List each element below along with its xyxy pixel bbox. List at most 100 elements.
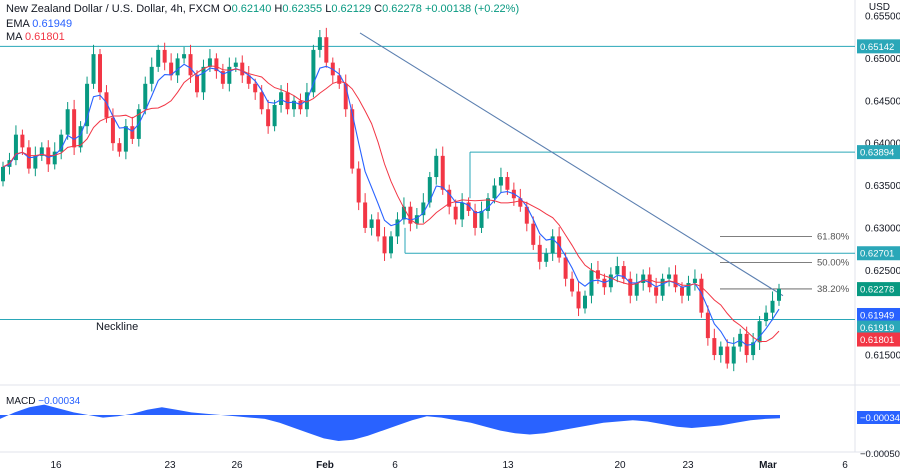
price-axis[interactable]: 0.65500 0.65000 0.64500 0.64000 0.63500 0.630… xyxy=(865,12,900,362)
time-tick-label: 13 xyxy=(502,460,514,471)
symbol-header: New Zealand Dollar / U.S. Dollar, 4h, FX… xyxy=(6,3,519,16)
candle-body xyxy=(563,257,568,279)
ema-value: 0.61949 xyxy=(32,18,73,30)
time-tick-label: 26 xyxy=(231,460,243,471)
candle-body xyxy=(39,147,44,156)
candle-body xyxy=(240,62,245,76)
price-badge xyxy=(857,320,900,335)
candle-body xyxy=(401,206,406,220)
fib-label: 38.20% xyxy=(817,284,850,295)
time-axis[interactable]: 16 23 26 Feb 6 13 20 23 Mar 6 xyxy=(50,460,848,471)
candle-body xyxy=(20,134,25,148)
candle-body xyxy=(317,37,322,50)
time-tick-label: 20 xyxy=(614,460,626,471)
candle-body xyxy=(751,342,756,356)
candle-body xyxy=(395,219,400,237)
candle-body xyxy=(712,338,717,356)
candle-body xyxy=(227,66,232,84)
price-tick-label: 0.63500 xyxy=(865,181,900,192)
candle-body xyxy=(550,236,555,254)
candle-body xyxy=(201,66,206,93)
candle-body xyxy=(1,166,5,182)
ema-label: EMA xyxy=(6,18,30,30)
candle-body xyxy=(143,83,148,110)
price-tick-label: 0.65000 xyxy=(865,54,900,65)
candle-body xyxy=(382,236,387,254)
candle-body xyxy=(486,198,490,211)
descending-trendline[interactable] xyxy=(359,32,784,297)
macd-tick-label: −0.00050 xyxy=(860,449,900,460)
candle-body xyxy=(447,189,452,207)
candle-body xyxy=(356,168,361,203)
candle-body xyxy=(272,105,277,127)
candle-body xyxy=(757,321,762,343)
candle-body xyxy=(731,346,736,364)
currency-label: USD xyxy=(868,2,890,13)
candle-body xyxy=(33,155,38,169)
candle-body xyxy=(78,126,83,148)
candle-body xyxy=(705,312,710,339)
candle-body xyxy=(725,346,730,364)
candle-body xyxy=(123,126,128,152)
candle-body xyxy=(421,202,426,216)
candle-body xyxy=(52,151,57,165)
ma-label: MA xyxy=(6,31,22,43)
ema-legend[interactable]: EMA 0.61949 xyxy=(6,18,72,31)
ema-line xyxy=(2,63,780,346)
candle-body xyxy=(149,66,154,84)
candle-body xyxy=(453,206,458,220)
candle-body xyxy=(628,278,633,296)
candle-body xyxy=(85,83,90,127)
candle-body xyxy=(473,210,478,228)
fib-label: 50.00% xyxy=(817,258,850,269)
candle-body xyxy=(660,278,665,296)
candle-body xyxy=(686,283,691,296)
price-badge xyxy=(857,145,900,160)
ma-legend[interactable]: MA 0.61801 xyxy=(6,31,65,44)
candle-body xyxy=(537,244,542,262)
candle-body xyxy=(570,278,575,292)
candle-body xyxy=(615,266,620,275)
candle-body xyxy=(311,49,316,93)
fibonacci-levels[interactable]: 61.80% 50.00% 38.20% xyxy=(720,231,850,295)
time-tick-label: Mar xyxy=(759,460,777,471)
macd-legend[interactable]: MACD −0.00034 xyxy=(6,396,80,407)
candle-body xyxy=(156,49,161,67)
ma-line xyxy=(2,65,780,342)
candle-body xyxy=(777,288,781,301)
price-tick-label: 0.63000 xyxy=(865,223,900,234)
close-value: 0.62278 xyxy=(382,3,422,15)
candle-body xyxy=(91,54,96,84)
neckline-label: Neckline xyxy=(96,321,138,333)
candle-body xyxy=(634,283,639,296)
candle-body xyxy=(337,75,342,84)
macd-value: −0.00034 xyxy=(38,396,81,407)
candle-body xyxy=(466,202,471,211)
candle-body xyxy=(117,143,122,152)
candle-body xyxy=(214,58,219,72)
candle-body xyxy=(343,83,348,110)
candle-body xyxy=(253,83,258,93)
horizontal-levels[interactable] xyxy=(0,45,855,321)
candle-body xyxy=(479,210,484,228)
candle-body xyxy=(557,236,562,258)
candle-body xyxy=(692,278,697,283)
candle-body xyxy=(427,177,432,203)
candle-body xyxy=(544,253,549,262)
candle-body xyxy=(770,300,775,313)
candle-body xyxy=(233,62,238,67)
fib-label: 61.80% xyxy=(817,231,850,242)
time-tick-label: 6 xyxy=(842,460,848,471)
candle-body xyxy=(595,270,600,279)
candle-body xyxy=(498,177,503,186)
candle-body xyxy=(182,54,187,59)
candle-body xyxy=(104,92,109,118)
candle-body xyxy=(583,295,587,309)
low-value: 0.62129 xyxy=(331,3,372,15)
candle-body xyxy=(175,58,180,76)
candle-body xyxy=(220,71,225,84)
candle-body xyxy=(72,109,77,148)
candle-body xyxy=(505,177,510,190)
candle-body xyxy=(576,291,581,309)
